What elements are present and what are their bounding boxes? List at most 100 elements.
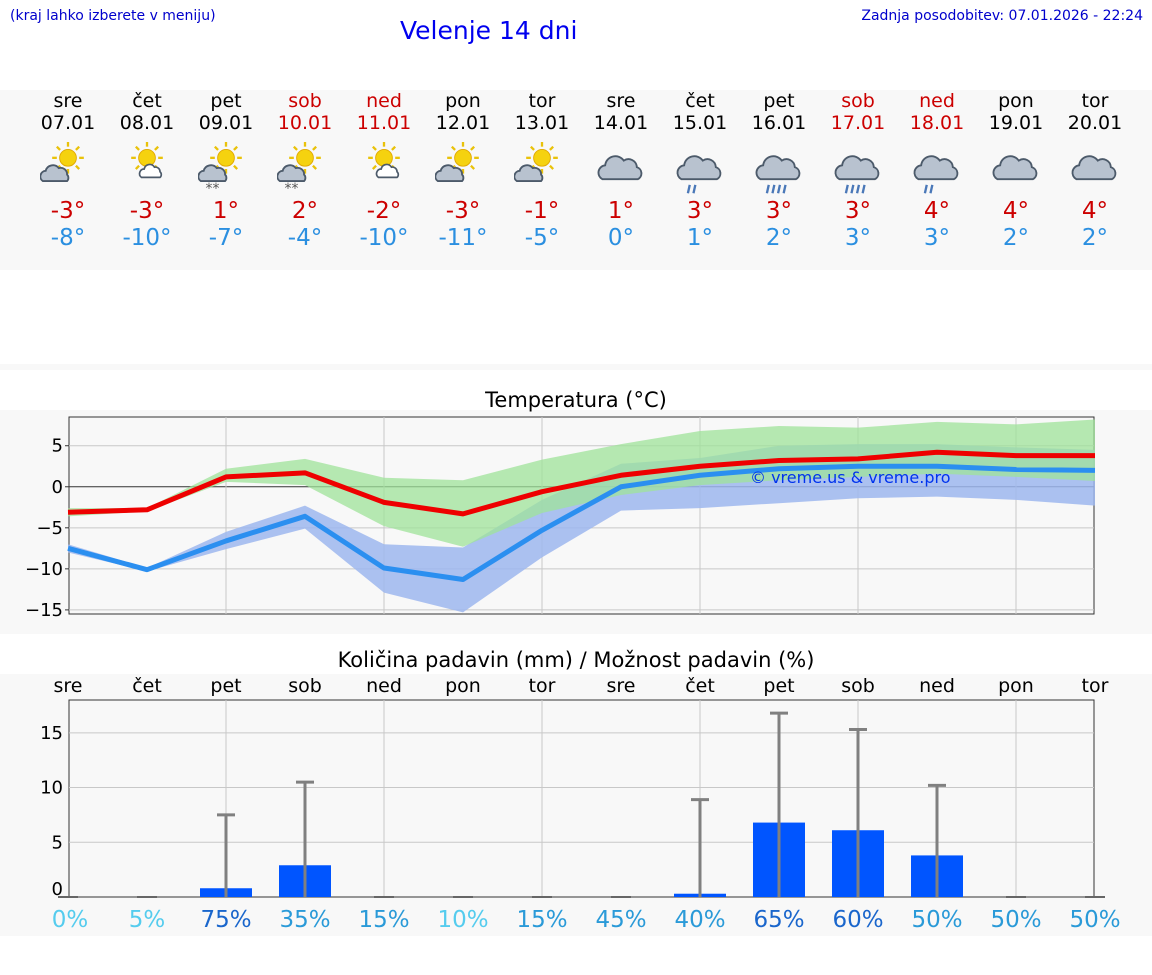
day-name: sob xyxy=(841,90,875,112)
temp-max: -3° xyxy=(50,198,86,224)
temp-max: 3° xyxy=(686,198,714,224)
day-forecast: pon 19.01 4° 2° xyxy=(976,90,1056,252)
day-name: tor xyxy=(528,90,556,112)
day-date: 09.01 xyxy=(198,112,254,134)
temp-min: 3° xyxy=(844,225,872,251)
day-date: 12.01 xyxy=(435,112,491,134)
weather-icon xyxy=(751,142,807,194)
temp-min: 2° xyxy=(765,225,793,251)
day-forecast: ned 18.01 4° 3° xyxy=(897,90,977,252)
temp-max: 4° xyxy=(1081,198,1109,224)
temp-max: -3° xyxy=(129,198,165,224)
day-forecast: tor 20.01 4° 2° xyxy=(1055,90,1135,252)
temp-min: -5° xyxy=(524,225,560,251)
day-date: 19.01 xyxy=(988,112,1044,134)
weather-icon xyxy=(356,142,412,192)
day-forecast: pet 09.01 ** 1° -7° xyxy=(186,90,266,252)
temp-min: -7° xyxy=(208,225,244,251)
weather-icon xyxy=(830,142,886,194)
day-date: 15.01 xyxy=(672,112,728,134)
precipitation-chart-bg xyxy=(0,674,1152,936)
sun-cloud-snow-icon: ** xyxy=(276,142,321,197)
weather-icon xyxy=(119,142,175,192)
temp-min: 2° xyxy=(1081,225,1109,251)
temp-max: 4° xyxy=(923,198,951,224)
temp-max: 4° xyxy=(1002,198,1030,224)
temp-max: -2° xyxy=(366,198,402,224)
temp-max: 1° xyxy=(212,198,240,224)
weather-icon xyxy=(513,142,570,192)
temperature-chart-bg xyxy=(0,410,1152,634)
temp-min: 2° xyxy=(1002,225,1030,251)
temp-min: -11° xyxy=(438,225,488,251)
separator xyxy=(0,364,1152,370)
day-forecast: pon 12.01 -3° -11° xyxy=(423,90,503,252)
temp-min: -10° xyxy=(122,225,172,251)
day-forecast: sob 17.01 3° 3° xyxy=(818,90,898,252)
weather-icon: ** xyxy=(276,142,333,197)
day-name: čet xyxy=(685,90,715,112)
day-forecast: sob 10.01 ** 2° -4° xyxy=(265,90,345,252)
day-date: 13.01 xyxy=(514,112,570,134)
temp-min: -8° xyxy=(50,225,86,251)
day-date: 11.01 xyxy=(356,112,412,134)
sun-small-cloud-icon xyxy=(131,142,163,179)
day-name: ned xyxy=(366,90,402,112)
day-name: sre xyxy=(53,90,83,112)
cloud-icon xyxy=(992,155,1038,181)
temp-max: 3° xyxy=(844,198,872,224)
temp-max: -3° xyxy=(445,198,481,224)
last-updated: Zadnja posodobitev: 07.01.2026 - 22:24 xyxy=(861,8,1143,24)
weather-icon xyxy=(909,142,965,194)
sun-cloud-icon xyxy=(39,142,84,183)
page-title: Velenje 14 dni xyxy=(400,16,578,45)
day-date: 18.01 xyxy=(909,112,965,134)
weather-icon xyxy=(593,142,649,192)
weather-icon xyxy=(988,142,1044,192)
temperature-chart-title: Temperatura (°C) xyxy=(485,388,667,412)
temp-min: -10° xyxy=(359,225,409,251)
day-forecast: ned 11.01 -2° -10° xyxy=(344,90,424,252)
temp-min: 1° xyxy=(686,225,714,251)
precipitation-chart-title: Količina padavin (mm) / Možnost padavin … xyxy=(337,648,815,672)
temp-min: -4° xyxy=(287,225,323,251)
forecast-strip xyxy=(0,90,1152,270)
day-date: 08.01 xyxy=(119,112,175,134)
day-forecast: čet 08.01 -3° -10° xyxy=(107,90,187,252)
cloud-icon xyxy=(597,155,643,181)
day-date: 14.01 xyxy=(593,112,649,134)
sun-cloud-icon xyxy=(434,142,479,183)
day-forecast: tor 13.01 -1° -5° xyxy=(502,90,582,252)
day-forecast: čet 15.01 3° 1° xyxy=(660,90,740,252)
temp-min: 0° xyxy=(607,225,635,251)
cloud-rain-light-icon xyxy=(913,155,959,194)
day-name: pet xyxy=(210,90,242,112)
temp-max: 1° xyxy=(607,198,635,224)
day-forecast: sre 07.01 -3° -8° xyxy=(28,90,108,252)
day-date: 20.01 xyxy=(1067,112,1123,134)
svg-text:**: ** xyxy=(206,181,220,196)
day-name: pon xyxy=(445,90,481,112)
day-forecast: pet 16.01 3° 2° xyxy=(739,90,819,252)
day-name: sre xyxy=(606,90,636,112)
day-date: 07.01 xyxy=(40,112,96,134)
temp-max: 3° xyxy=(765,198,793,224)
cloud-rain-icon xyxy=(834,155,880,194)
sun-small-cloud-icon xyxy=(368,142,400,179)
weather-icon xyxy=(434,142,491,192)
temp-max: -1° xyxy=(524,198,560,224)
day-date: 17.01 xyxy=(830,112,886,134)
temp-max: 2° xyxy=(291,198,319,224)
day-name: pon xyxy=(998,90,1034,112)
weather-icon xyxy=(39,142,96,192)
location-hint: (kraj lahko izberete v meniju) xyxy=(10,8,216,24)
cloud-rain-light-icon xyxy=(676,155,722,194)
day-name: sob xyxy=(288,90,322,112)
weather-icon: ** xyxy=(197,142,254,197)
sun-cloud-icon xyxy=(513,142,558,183)
day-name: čet xyxy=(132,90,162,112)
day-name: ned xyxy=(919,90,955,112)
sun-cloud-snow-icon: ** xyxy=(197,142,242,197)
day-name: tor xyxy=(1081,90,1109,112)
cloud-rain-icon xyxy=(755,155,801,194)
